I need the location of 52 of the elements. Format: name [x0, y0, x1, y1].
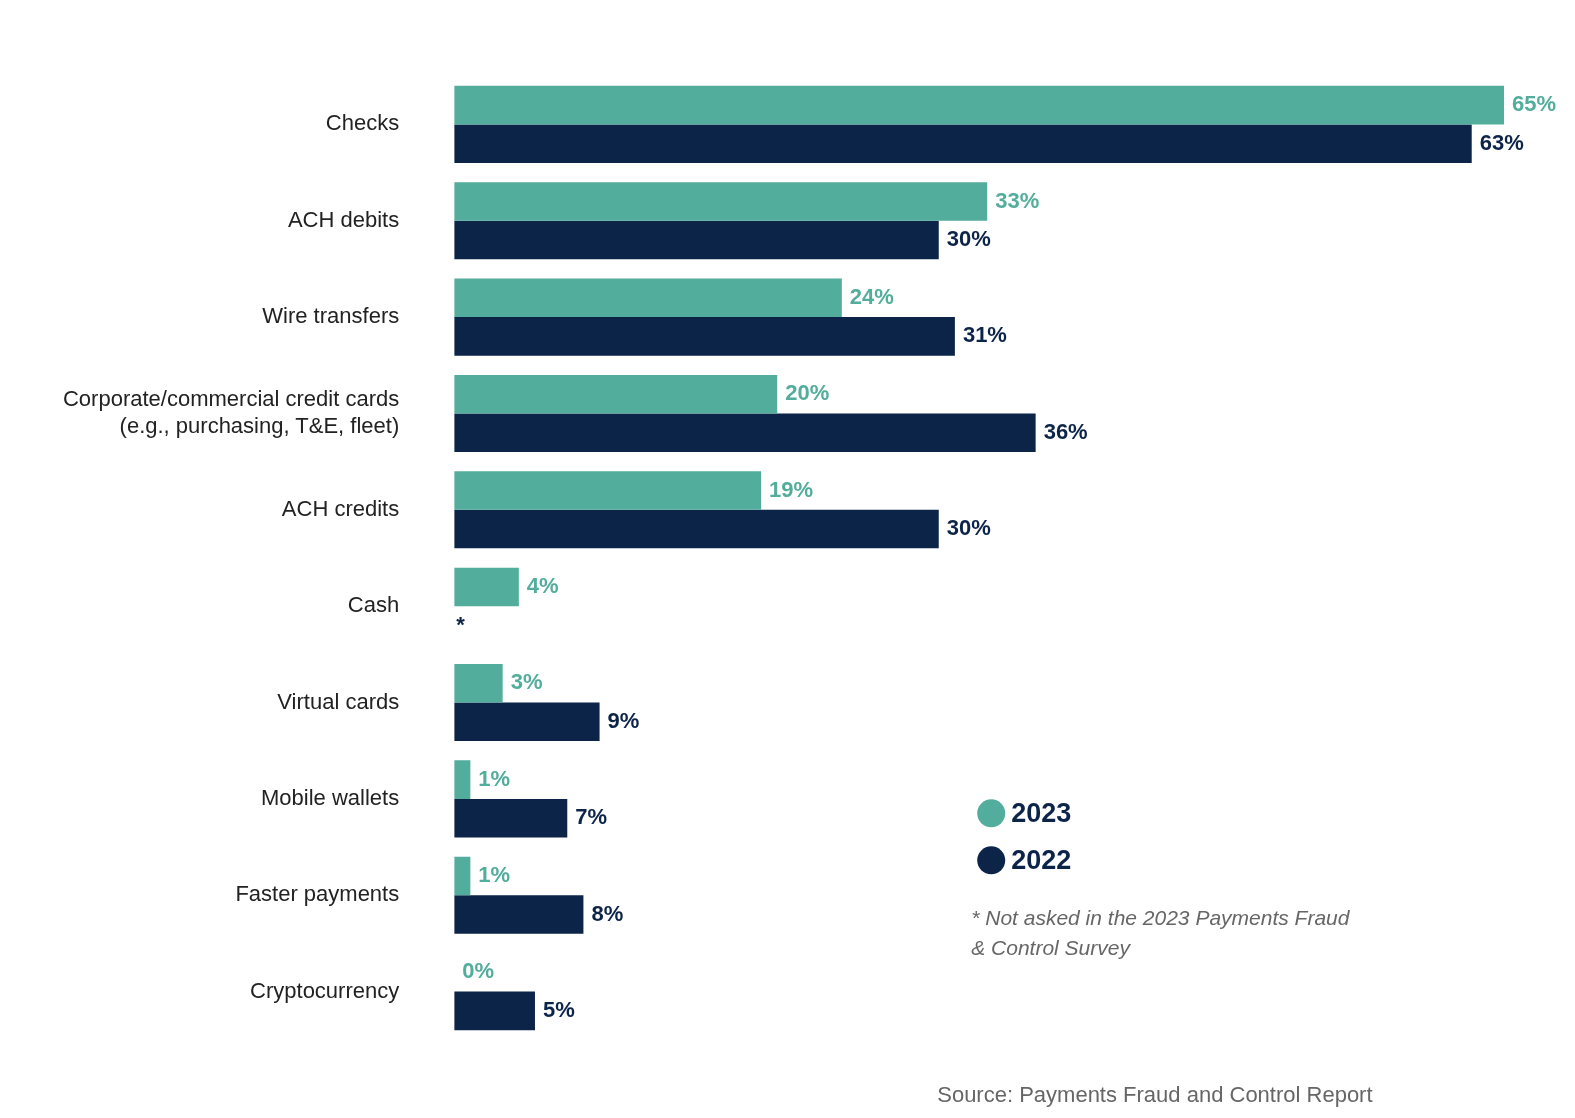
- y-tick-label: Virtual cards: [277, 688, 400, 714]
- y-tick-label: Cash: [347, 592, 400, 618]
- bar: [454, 856, 471, 896]
- data-label: 3%: [510, 669, 543, 695]
- data-label: 63%: [1479, 129, 1524, 155]
- y-tick-label: Checks: [325, 110, 400, 136]
- bar: [454, 567, 519, 607]
- data-label: 8%: [591, 900, 624, 926]
- bar: [454, 509, 939, 549]
- data-label: 33%: [995, 187, 1040, 213]
- data-label: 31%: [962, 322, 1007, 348]
- data-label: 7%: [575, 804, 608, 830]
- bar: [454, 664, 503, 703]
- bar: [454, 991, 535, 1031]
- data-label: 19%: [769, 476, 814, 502]
- data-label: 9%: [607, 707, 640, 733]
- data-label: 30%: [946, 226, 991, 252]
- bar: [454, 278, 842, 318]
- bar: [454, 374, 778, 414]
- bar: [454, 798, 568, 838]
- bar: [454, 124, 1472, 163]
- y-tick-label: Cryptocurrency: [250, 977, 400, 1003]
- y-tick-label: Faster payments: [235, 881, 400, 907]
- data-label: 36%: [1043, 418, 1088, 444]
- data-label: 65%: [1512, 91, 1557, 117]
- bar: [454, 220, 939, 260]
- data-label: 30%: [946, 515, 991, 541]
- data-label: 20%: [785, 380, 830, 406]
- bar: [454, 895, 584, 934]
- annotation: * Not asked in the 2023 Payments Fraud & Control Survey: [971, 906, 1351, 960]
- data-label: 0%: [462, 958, 495, 984]
- y-tick-label: Mobile wallets: [261, 784, 400, 810]
- bar: [454, 702, 600, 742]
- y-tick-label: ACH credits: [281, 495, 400, 521]
- legend-label: 2022: [1011, 844, 1072, 875]
- bar: [454, 471, 762, 510]
- data-label: 1%: [478, 765, 511, 791]
- data-label: 24%: [849, 283, 894, 309]
- y-tick-label: Corporate/commercial credit cards (e.g., purchasing, T&E, fleet): [62, 386, 400, 438]
- text: *: [456, 611, 465, 637]
- y-tick-label: ACH debits: [287, 206, 400, 232]
- data-label: 5%: [542, 996, 575, 1022]
- y-tick-label: Wire transfers: [262, 303, 400, 329]
- legend-label: 2023: [1011, 797, 1072, 828]
- bar: [454, 182, 988, 221]
- bar: [454, 317, 955, 356]
- source-note: Source: Payments Fraud and Control Report: [937, 1082, 1373, 1107]
- bar: [454, 760, 471, 799]
- bar: [454, 85, 1505, 125]
- bar: [454, 413, 1036, 452]
- data-label: 1%: [478, 862, 511, 888]
- data-label: 4%: [526, 572, 559, 598]
